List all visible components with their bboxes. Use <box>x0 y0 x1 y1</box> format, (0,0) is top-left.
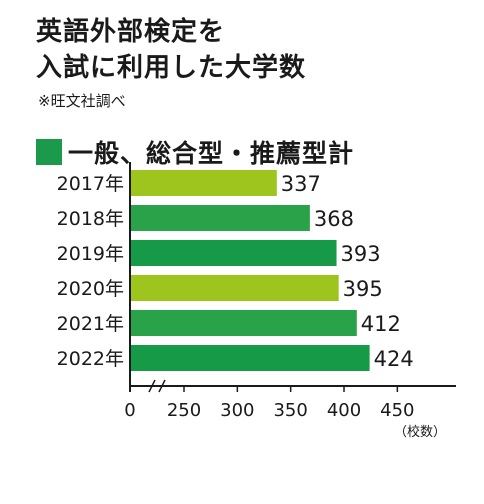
x-tick-label: 400 <box>327 400 361 421</box>
bar <box>130 275 339 301</box>
x-tick-label: 250 <box>167 400 201 421</box>
year-label: 2019年 <box>57 243 124 265</box>
x-tick-label: 300 <box>220 400 254 421</box>
axis-break-mark <box>148 379 156 393</box>
x-tick-label: 350 <box>273 400 307 421</box>
year-label: 2020年 <box>57 278 124 300</box>
legend-swatch <box>36 139 62 165</box>
title-line-1: 英語外部検定を <box>36 17 226 47</box>
bar <box>130 345 370 371</box>
title-line-2: 入試に利用した大学数 <box>36 53 307 83</box>
year-label: 2021年 <box>57 313 124 335</box>
chart-title: 英語外部検定を 入試に利用した大学数 <box>36 14 306 86</box>
value-label: 337 <box>281 172 321 196</box>
unit-label: （校数） <box>394 424 446 440</box>
source-note: ※旺文社調べ <box>38 92 126 110</box>
legend-label: 一般、総合型・推薦型計 <box>68 139 355 168</box>
axis-break-mark <box>158 379 166 393</box>
year-label: 2017年 <box>57 173 124 195</box>
x-tick-label: 0 <box>124 400 135 421</box>
value-label: 424 <box>374 347 414 371</box>
bar <box>130 310 357 336</box>
bar <box>130 240 337 266</box>
bar <box>130 170 277 196</box>
year-label: 2022年 <box>57 348 124 370</box>
value-label: 393 <box>341 242 381 266</box>
year-label: 2018年 <box>57 208 124 230</box>
value-label: 395 <box>343 277 383 301</box>
legend: 一般、総合型・推薦型計 <box>36 134 354 170</box>
value-label: 368 <box>314 207 354 231</box>
x-tick-label: 450 <box>380 400 414 421</box>
bar <box>130 205 310 231</box>
value-label: 412 <box>361 312 401 336</box>
